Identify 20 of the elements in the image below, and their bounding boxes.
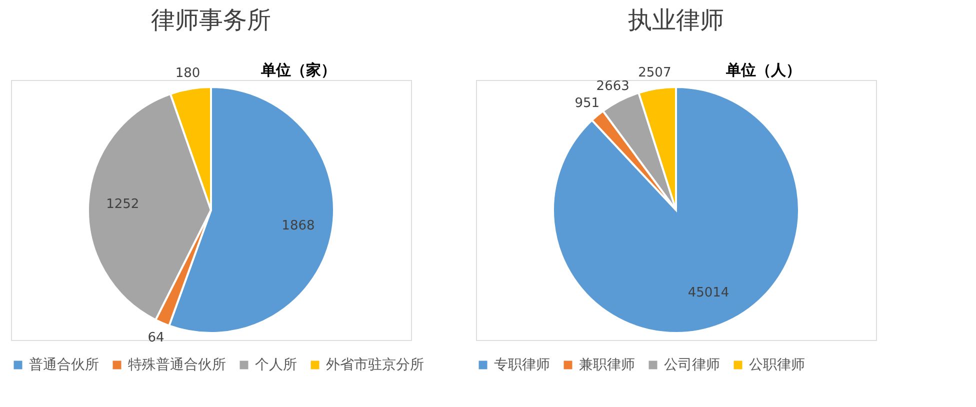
data-label: 64 xyxy=(148,330,164,346)
data-label: 45014 xyxy=(688,285,730,300)
legend-label: 特殊普通合伙所 xyxy=(128,356,226,373)
data-label: 2663 xyxy=(596,79,630,94)
legend-label: 公司律师 xyxy=(664,357,720,373)
data-label: 951 xyxy=(574,96,600,112)
legend-label: 个人所 xyxy=(255,357,297,373)
data-label: 1252 xyxy=(106,197,140,212)
chart-title: 执业律师 xyxy=(628,6,724,34)
legend-label: 外省市驻京分所 xyxy=(326,357,424,373)
legend-label: 专职律师 xyxy=(494,357,550,373)
text: 单位（人） xyxy=(725,61,801,79)
legend-label: 公职律师 xyxy=(749,357,805,373)
text: 单位（家） xyxy=(260,61,336,79)
legend-label: 普通合伙所 xyxy=(29,356,99,373)
data-label: 1868 xyxy=(282,218,315,234)
legend-label: 兼职律师 xyxy=(579,357,635,373)
data-label: 180 xyxy=(175,66,200,81)
data-label: 2507 xyxy=(638,66,672,81)
chart-title: 律师事务所 xyxy=(151,6,271,34)
